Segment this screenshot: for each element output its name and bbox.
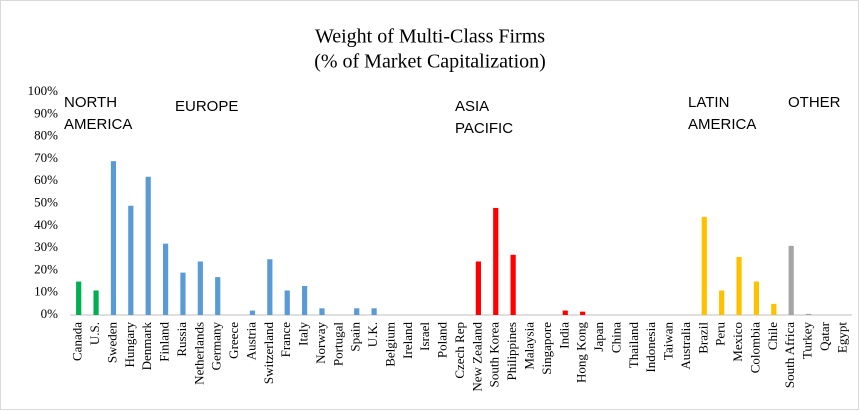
bar: [76, 281, 82, 315]
bar: [493, 207, 499, 315]
y-tick-label: 30%: [34, 239, 58, 254]
x-tick-label: Indonesia: [643, 322, 658, 373]
bar: [371, 308, 377, 315]
bar: [267, 259, 273, 315]
x-tick-label: South Korea: [487, 322, 502, 388]
x-tick-label: Spain: [348, 322, 363, 352]
x-tick-label: Switzerland: [261, 322, 276, 385]
chart-title: Weight of Multi-Class Firms: [315, 26, 545, 48]
x-tick-label: Czech Rep: [452, 322, 467, 379]
region-label: PACIFIC: [455, 120, 513, 137]
x-tick-label: Hungary: [122, 322, 137, 368]
bar: [736, 257, 742, 315]
bar: [580, 311, 586, 315]
region-label: NORTH: [64, 94, 117, 111]
region-label: OTHER: [788, 94, 841, 111]
x-tick-label: U.K.: [365, 322, 380, 347]
x-tick-label: New Zealand: [469, 322, 484, 392]
region-label: ASIA: [455, 98, 489, 115]
bar: [788, 245, 794, 315]
x-tick-label: U.S.: [87, 322, 102, 345]
bar: [719, 290, 725, 315]
bar: [128, 205, 134, 315]
x-tick-label: Taiwan: [661, 322, 676, 361]
x-tick-label: Israel: [417, 322, 432, 351]
bar: [249, 310, 256, 315]
y-tick-label: 60%: [34, 172, 58, 187]
bar: [354, 308, 360, 315]
x-tick-label: Malaysia: [521, 322, 536, 370]
bar: [162, 243, 169, 315]
x-tick-label: Ireland: [400, 322, 415, 359]
x-tick-label: Thailand: [626, 322, 641, 369]
x-tick-label: India: [556, 322, 571, 349]
x-tick-label: Peru: [713, 322, 728, 346]
x-tick-label: Italy: [296, 322, 311, 346]
x-tick-label: Belgium: [382, 322, 397, 367]
x-tick-label: Russia: [174, 322, 189, 357]
x-tick-label: Denmark: [139, 322, 154, 371]
x-tick-label: Japan: [591, 322, 606, 352]
x-tick-label: Greece: [226, 322, 241, 359]
x-tick-label: China: [608, 322, 623, 353]
bar: [805, 313, 812, 315]
bar: [145, 176, 151, 315]
x-tick-label: Netherlands: [191, 322, 206, 385]
y-tick-label: 100%: [28, 83, 59, 98]
x-tick-label: South Africa: [782, 322, 797, 388]
x-tick-label: Qatar: [817, 321, 832, 351]
bar: [302, 286, 308, 315]
y-tick-label: 10%: [34, 284, 58, 299]
x-tick-label: Philippines: [504, 322, 519, 381]
x-tick-label: Australia: [678, 322, 693, 370]
bar: [701, 216, 707, 315]
x-tick-label: France: [278, 322, 293, 358]
bar: [562, 310, 568, 315]
region-label: AMERICA: [64, 116, 132, 133]
x-tick-label: Canada: [70, 322, 85, 361]
bar: [475, 261, 481, 315]
y-tick-label: 40%: [34, 217, 58, 232]
x-tick-label: Germany: [209, 322, 224, 371]
x-tick-label: Colombia: [747, 322, 762, 374]
bar: [753, 281, 760, 315]
y-tick-label: 20%: [34, 261, 58, 276]
y-tick-label: 0%: [41, 306, 59, 321]
x-tick-label: Egypt: [834, 322, 849, 353]
bar: [197, 261, 203, 315]
chart-subtitle: (% of Market Capitalization): [314, 51, 546, 73]
x-tick-label: Finland: [157, 322, 172, 362]
bar: [284, 290, 290, 315]
x-tick-label: Mexico: [730, 322, 745, 362]
x-tick-label: Austria: [243, 322, 258, 361]
bar: [180, 272, 186, 315]
x-tick-label: Hong Kong: [574, 322, 589, 384]
bar: [93, 290, 99, 315]
y-tick-label: 90%: [34, 105, 58, 120]
x-tick-label: Sweden: [104, 322, 119, 364]
x-tick-label: Chile: [765, 322, 780, 350]
region-label: EUROPE: [175, 98, 238, 115]
y-tick-label: 70%: [34, 150, 58, 165]
bar: [771, 303, 777, 315]
bar: [510, 254, 516, 315]
x-tick-label: Poland: [435, 322, 450, 359]
bar: [110, 161, 117, 315]
region-label: LATIN: [688, 94, 729, 111]
bar: [319, 308, 325, 315]
x-tick-label: Norway: [313, 322, 328, 364]
region-label: AMERICA: [688, 116, 756, 133]
x-tick-label: Singapore: [539, 322, 554, 375]
y-tick-label: 80%: [34, 128, 58, 143]
y-tick-label: 50%: [34, 194, 58, 209]
x-tick-label: Turkey: [800, 322, 815, 360]
bar: [215, 277, 221, 315]
x-tick-label: Brazil: [695, 322, 710, 354]
x-tick-label: Portugal: [330, 322, 345, 366]
